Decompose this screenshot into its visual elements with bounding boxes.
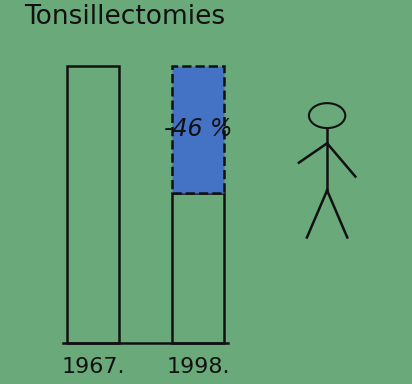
Text: 1967.: 1967.	[61, 357, 125, 377]
Bar	[172, 193, 224, 343]
Bar	[172, 66, 224, 193]
Text: 1998.: 1998.	[166, 357, 229, 377]
Text: -46 %: -46 %	[164, 118, 232, 141]
Text: Tonsillectomies: Tonsillectomies	[24, 4, 225, 30]
Bar	[67, 66, 119, 343]
